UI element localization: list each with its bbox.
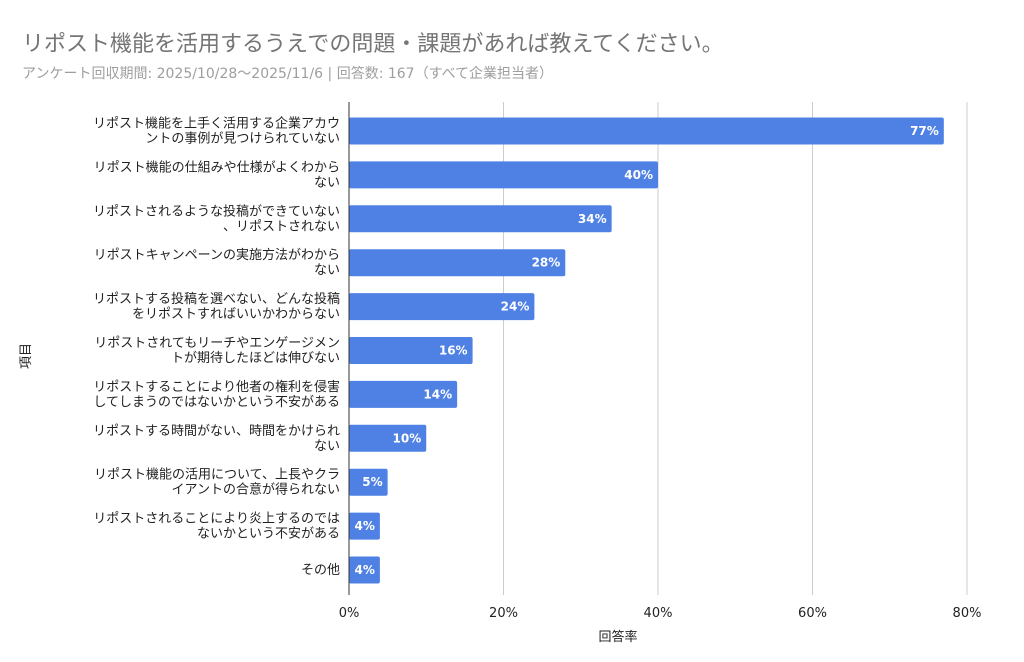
x-tick-labels: 0% 20% 40% 60% 80%: [339, 606, 982, 621]
bar: [349, 468, 388, 496]
category-label: リポストする投稿を選べない、どんな投稿をリポストすればいいかわからない: [93, 291, 340, 322]
category-label-line: リポストする投稿を選べない、どんな投稿: [93, 291, 340, 307]
category-label-line: ない: [314, 175, 340, 190]
category-label-line: イアントの合意が得られない: [172, 482, 340, 498]
category-label: リポストキャンペーンの実施方法がわからない: [94, 247, 340, 278]
x-tick-label: 0%: [339, 606, 360, 621]
bar-value-label: 4%: [355, 519, 375, 533]
category-label-line: ントの事例が見つけられていない: [145, 132, 340, 147]
x-tick-label: 60%: [798, 606, 827, 621]
category-label-line: リポストされることにより炎上するのでは: [93, 512, 340, 527]
category-label-line: リポストキャンペーンの実施方法がわから: [94, 247, 340, 263]
bar: [349, 424, 427, 452]
category-label-line: トが期待したほどは伸びない: [171, 351, 340, 366]
bar: [349, 161, 658, 189]
category-label-line: リポスト機能を上手く活用する企業アカウ: [93, 116, 340, 132]
category-label-line: その他: [301, 563, 340, 578]
x-tick-label: 20%: [489, 606, 518, 621]
category-label: リポスト機能を上手く活用する企業アカウントの事例が見つけられていない: [93, 116, 340, 147]
bar: [349, 337, 473, 364]
chart-subtitle: アンケート回収期間: 2025/10/28〜2025/11/6 | 回答数: 1…: [22, 66, 554, 82]
bar: [349, 249, 566, 277]
category-labels: リポスト機能を上手く活用する企業アカウントの事例が見つけられていないリポスト機能…: [93, 116, 340, 579]
category-label: リポストされてもリーチやエンゲージメントが期待したほどは伸びない: [94, 336, 340, 366]
category-label: リポストすることにより他者の権利を侵害してしまうのではないかという不安がある: [93, 379, 340, 410]
bar-value-label: 5%: [362, 475, 382, 489]
bars-group: 77% 40% 34% 28% 24% 16% 14% 10% 5% 4% 4%: [349, 117, 944, 584]
bar: [349, 512, 380, 540]
x-axis-title: 回答率: [598, 629, 637, 645]
bar-value-label: 14%: [423, 387, 452, 401]
category-label-line: リポストすることにより他者の権利を侵害: [93, 379, 340, 395]
category-label-line: 、リポストされない: [223, 219, 340, 234]
chart-title: リポスト機能を活用するうえでの問題・課題があれば教えてください。: [22, 32, 724, 57]
bar-value-label: 77%: [910, 124, 939, 138]
category-label-line: をリポストすればいいかわからない: [132, 307, 340, 322]
category-label-line: リポストされてもリーチやエンゲージメン: [94, 336, 340, 351]
category-label-line: ないかという不安がある: [197, 527, 340, 542]
bar: [349, 205, 612, 233]
bar-value-label: 28%: [532, 256, 561, 270]
bar-value-label: 40%: [624, 168, 653, 182]
category-label: リポスト機能の活用について、上長やクライアントの合意が得られない: [94, 468, 340, 498]
category-label-line: リポストする時間がない、時間をかけられ: [93, 424, 340, 439]
x-tick-label: 80%: [953, 606, 982, 621]
category-label-line: してしまうのではないかという不安がある: [93, 395, 340, 410]
category-label-line: リポスト機能の活用について、上長やクラ: [94, 468, 340, 483]
x-tick-label: 40%: [644, 606, 673, 621]
category-label: リポスト機能の仕組みや仕様がよくわからない: [94, 160, 340, 190]
category-label: リポストされるような投稿ができていない、リポストされない: [93, 203, 340, 234]
category-label-line: リポストされるような投稿ができていない: [93, 203, 340, 219]
bar-value-label: 10%: [393, 431, 422, 445]
category-label: リポストされることにより炎上するのではないかという不安がある: [93, 512, 340, 542]
bar-value-label: 16%: [439, 344, 468, 358]
bar: [349, 380, 458, 408]
category-label-line: ない: [314, 439, 340, 454]
category-label: リポストする時間がない、時間をかけられない: [93, 424, 340, 454]
bar-value-label: 24%: [501, 300, 530, 314]
category-label-line: リポスト機能の仕組みや仕様がよくわから: [94, 160, 340, 175]
bar: [349, 556, 380, 584]
y-axis-title: 項目: [19, 343, 34, 369]
bar: [349, 117, 944, 145]
bar-value-label: 4%: [355, 563, 375, 577]
bar-value-label: 34%: [578, 212, 607, 226]
category-label-line: ない: [314, 263, 340, 278]
category-label: その他: [301, 563, 340, 578]
bar: [349, 293, 535, 321]
